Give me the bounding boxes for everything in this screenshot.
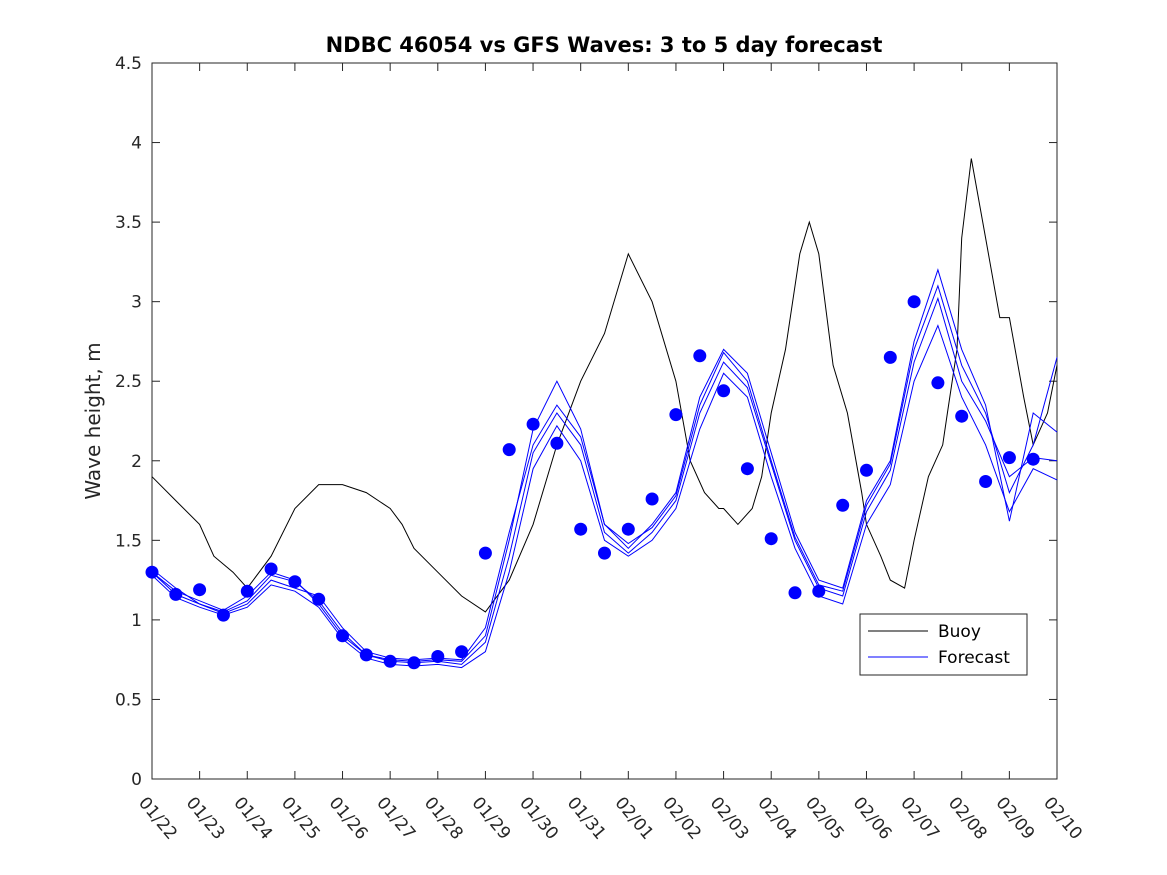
legend-label-buoy: Buoy <box>938 622 981 642</box>
y-tick-label: 0.5 <box>115 690 142 710</box>
forecast-marker <box>455 645 469 659</box>
forecast-marker <box>312 592 326 606</box>
forecast-marker <box>955 409 969 423</box>
forecast-marker <box>502 443 516 457</box>
y-tick-label: 2 <box>131 452 142 472</box>
forecast-marker <box>907 295 921 309</box>
y-tick-label: 2.5 <box>115 372 142 392</box>
y-tick-label: 4 <box>131 134 142 154</box>
forecast-marker <box>931 376 945 390</box>
forecast-marker <box>740 462 754 476</box>
y-axis-label: Wave height, m <box>81 342 105 499</box>
forecast-marker <box>788 586 802 600</box>
plot-area: 00.511.522.533.544.5 01/22 01/23 01/24 01/2… <box>115 54 1086 844</box>
forecast-marker <box>812 584 826 598</box>
forecast-marker <box>383 654 397 668</box>
forecast-marker <box>240 584 254 598</box>
series-layer <box>151 158 1058 669</box>
forecast-marker <box>574 522 588 536</box>
forecast-marker <box>431 650 445 663</box>
y-tick-label: 1.5 <box>115 531 142 551</box>
chart-title: NDBC 46054 vs GFS Waves: 3 to 5 day fore… <box>326 33 883 57</box>
forecast-marker <box>836 498 850 512</box>
forecast-marker <box>1026 452 1040 466</box>
forecast-marker <box>764 532 778 546</box>
forecast-marker <box>860 463 873 477</box>
forecast-marker <box>717 384 731 398</box>
forecast-marker <box>169 587 183 601</box>
forecast-marker <box>621 522 635 536</box>
legend: Buoy Forecast <box>859 613 1028 676</box>
forecast-markers <box>145 295 1040 670</box>
forecast-marker <box>1002 451 1016 465</box>
forecast-marker <box>669 408 683 422</box>
y-tick-label: 3 <box>131 293 142 313</box>
forecast-marker <box>264 562 278 576</box>
forecast-marker <box>693 349 707 363</box>
forecast-line <box>151 324 1058 669</box>
forecast-marker <box>979 475 993 488</box>
forecast-marker <box>550 436 564 450</box>
y-tick-label: 1 <box>131 611 142 631</box>
forecast-marker <box>645 492 659 506</box>
forecast-marker <box>478 546 492 560</box>
buoy-line <box>151 158 1058 613</box>
forecast-marker <box>145 565 159 579</box>
forecast-marker <box>883 350 897 364</box>
forecast-marker <box>336 629 349 643</box>
y-tick-label: 0 <box>131 770 142 790</box>
forecast-marker <box>598 546 611 560</box>
forecast-marker <box>288 575 302 589</box>
legend-label-forecast: Forecast <box>938 648 1010 668</box>
forecast-marker <box>359 648 373 662</box>
forecast-marker <box>407 656 421 670</box>
forecast-line <box>151 284 1058 661</box>
forecast-marker <box>193 583 207 597</box>
legend-box <box>859 613 1028 676</box>
y-tick-label: 4.5 <box>115 54 142 74</box>
y-axis: 0 0.5 1 1.5 2 2.5 3 3.5 4 4.5 <box>115 54 1057 790</box>
forecast-marker <box>526 417 540 431</box>
y-tick-label: 3.5 <box>115 213 142 233</box>
forecast-marker <box>216 608 230 622</box>
